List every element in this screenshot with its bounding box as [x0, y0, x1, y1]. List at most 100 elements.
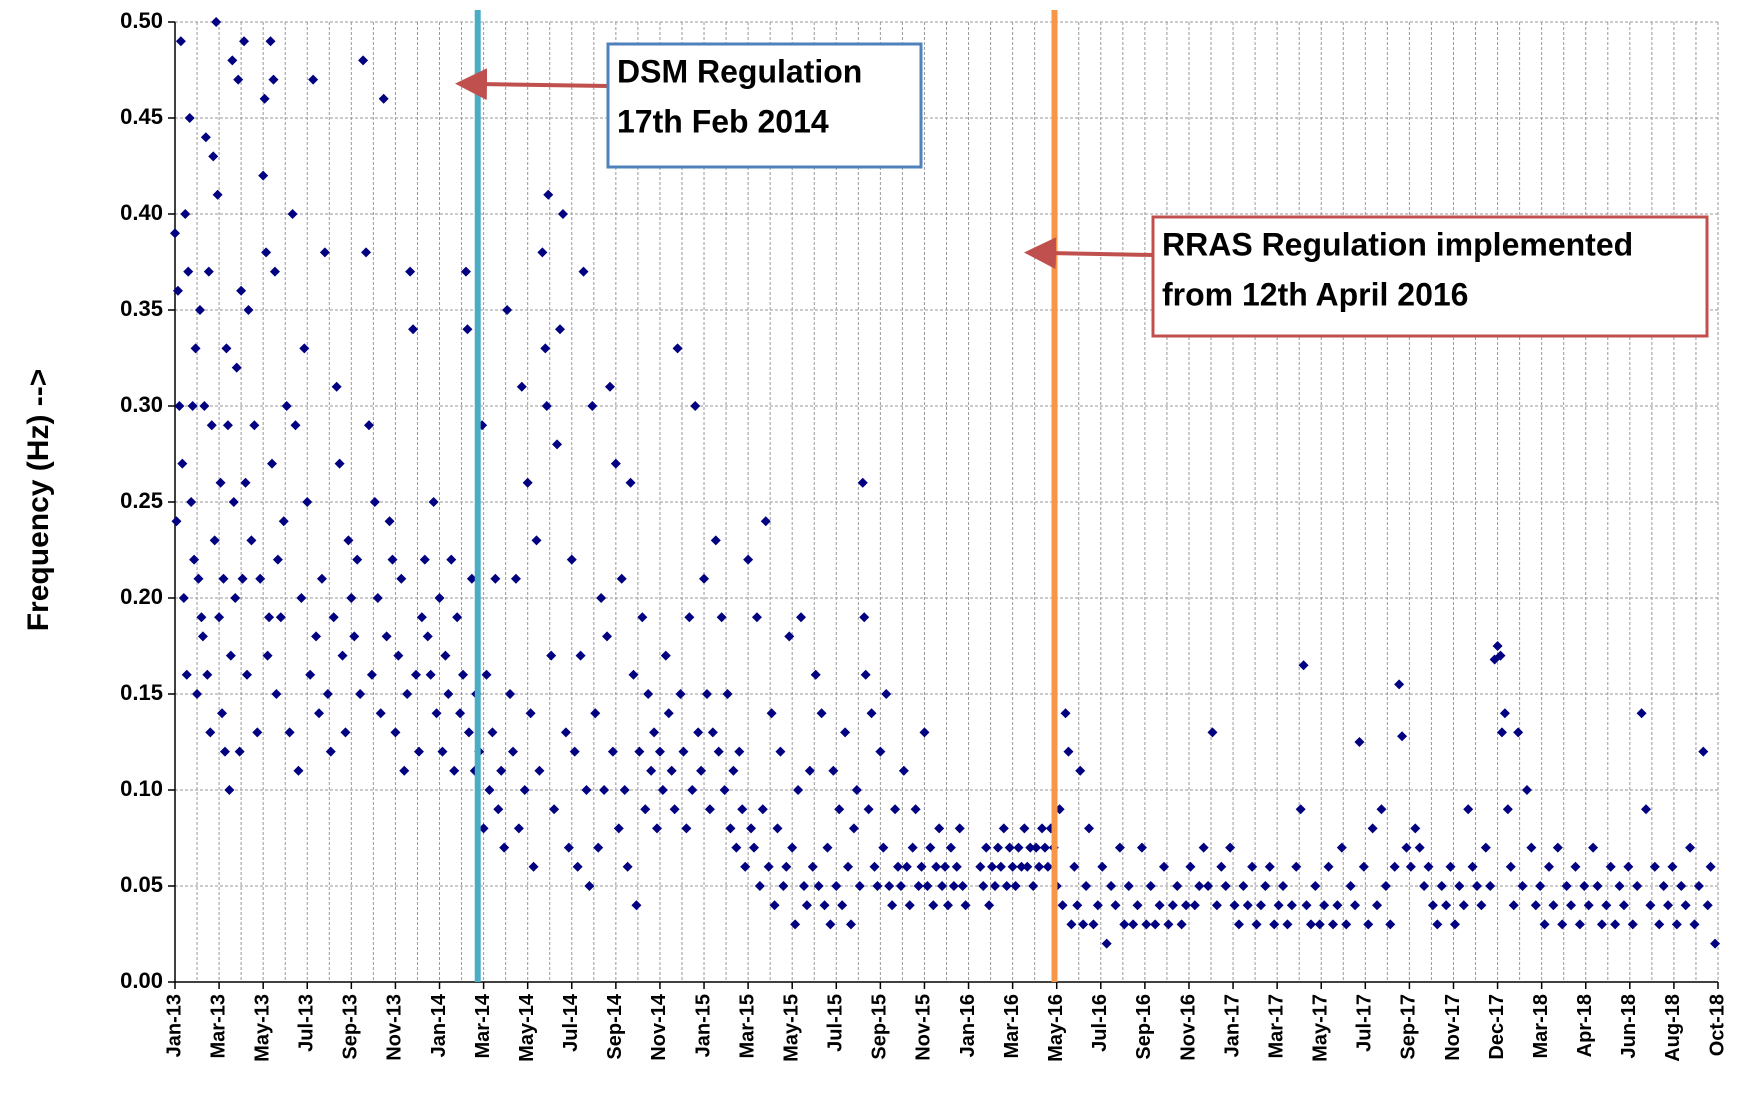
point — [1367, 823, 1378, 834]
x-tick-label: Nov-13 — [384, 994, 406, 1061]
point — [183, 266, 194, 277]
point — [1654, 919, 1665, 930]
point — [1088, 919, 1099, 930]
point — [945, 842, 956, 853]
point — [881, 689, 892, 699]
point — [1106, 881, 1117, 891]
point — [171, 516, 182, 527]
point — [654, 746, 665, 757]
x-tick-label: May-15 — [780, 994, 802, 1062]
point — [1291, 861, 1302, 872]
point — [246, 535, 257, 546]
point — [215, 477, 226, 488]
point — [462, 324, 473, 335]
point — [634, 746, 645, 757]
point — [819, 900, 830, 911]
x-tick-label: Jan-17 — [1221, 994, 1243, 1057]
point — [793, 785, 804, 795]
point — [231, 362, 242, 373]
point — [225, 650, 236, 661]
point — [898, 765, 909, 776]
point — [340, 727, 351, 738]
point — [687, 785, 698, 795]
point — [1667, 861, 1678, 872]
point — [1225, 842, 1236, 853]
point — [1363, 919, 1374, 930]
x-tick-label: Sep-16 — [1133, 994, 1155, 1060]
x-tick-label: Mar-16 — [1001, 994, 1023, 1058]
point — [199, 401, 210, 411]
point — [197, 631, 208, 642]
x-tick-label: Mar-14 — [472, 993, 494, 1058]
point — [1123, 881, 1134, 891]
x-tick-label: Mar-17 — [1265, 994, 1287, 1058]
point — [1078, 919, 1089, 930]
point — [437, 746, 448, 757]
point — [331, 381, 342, 392]
point — [190, 343, 201, 354]
point — [177, 458, 188, 469]
point — [834, 804, 845, 815]
point — [1039, 842, 1050, 853]
point — [443, 689, 454, 699]
point — [234, 746, 245, 757]
x-tick-label: Apr-18 — [1574, 994, 1596, 1057]
point — [649, 727, 660, 738]
point — [878, 842, 889, 853]
point — [460, 266, 471, 277]
point — [337, 650, 348, 661]
point — [1502, 804, 1513, 815]
point — [502, 305, 513, 315]
point — [934, 823, 945, 834]
point — [713, 746, 724, 757]
point — [528, 861, 539, 872]
point — [396, 573, 407, 584]
point — [1480, 842, 1491, 853]
point — [998, 823, 1009, 834]
point — [540, 343, 551, 354]
point — [214, 612, 225, 623]
point — [1530, 900, 1541, 911]
point — [1132, 900, 1143, 911]
point — [352, 554, 363, 565]
x-tick-label: Oct-18 — [1706, 994, 1728, 1056]
point — [387, 554, 398, 565]
point — [369, 497, 380, 507]
point — [507, 746, 518, 757]
point — [1181, 900, 1192, 911]
point — [1269, 919, 1280, 930]
point — [740, 861, 751, 872]
point — [854, 881, 865, 891]
point — [413, 746, 424, 757]
point — [1410, 823, 1421, 834]
point — [981, 842, 992, 853]
point — [1016, 861, 1027, 872]
point — [543, 189, 554, 200]
point — [557, 209, 568, 219]
point — [1028, 881, 1039, 891]
point — [172, 285, 183, 296]
point — [1601, 900, 1612, 911]
point — [218, 573, 229, 584]
point — [1060, 708, 1071, 719]
point — [1495, 650, 1506, 661]
point — [790, 919, 801, 930]
point — [428, 497, 439, 507]
point — [831, 881, 842, 891]
point — [652, 823, 663, 834]
point — [746, 823, 757, 834]
point — [393, 650, 404, 661]
point — [349, 631, 360, 642]
point — [728, 765, 739, 776]
point — [978, 881, 989, 891]
annotation-box — [606, 42, 923, 169]
point — [358, 55, 369, 66]
point — [1013, 842, 1024, 853]
point — [1499, 708, 1510, 719]
point — [1432, 919, 1443, 930]
point — [884, 881, 895, 891]
point — [1680, 900, 1691, 911]
point — [1154, 900, 1165, 911]
point — [363, 420, 374, 431]
